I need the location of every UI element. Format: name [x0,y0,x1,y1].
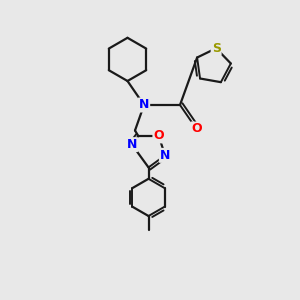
Text: O: O [153,129,164,142]
Text: N: N [139,98,149,112]
Text: S: S [212,42,220,55]
Text: O: O [191,122,202,136]
Text: N: N [160,149,170,162]
Text: N: N [127,138,137,151]
